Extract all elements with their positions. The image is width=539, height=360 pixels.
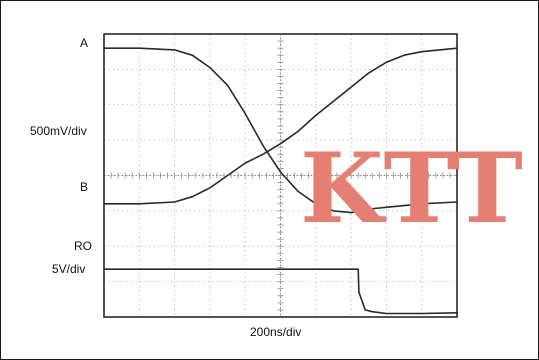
trace-label-b: B: [80, 180, 89, 194]
trace-label-ro: RO: [74, 239, 92, 253]
plot-area: [103, 33, 458, 318]
scale-label-500mv: 500mV/div: [30, 124, 87, 138]
trace-b: [104, 47, 458, 205]
trace-label-a: A: [80, 36, 89, 50]
trace-ro: [104, 268, 458, 315]
scale-label-5v: 5V/div: [52, 262, 86, 276]
traces: [104, 47, 458, 315]
trace-a: [104, 47, 458, 214]
screen-frame: [103, 33, 458, 318]
x-axis-label: 200ns/div: [250, 325, 302, 339]
watermark-logo: KTT: [300, 132, 523, 245]
